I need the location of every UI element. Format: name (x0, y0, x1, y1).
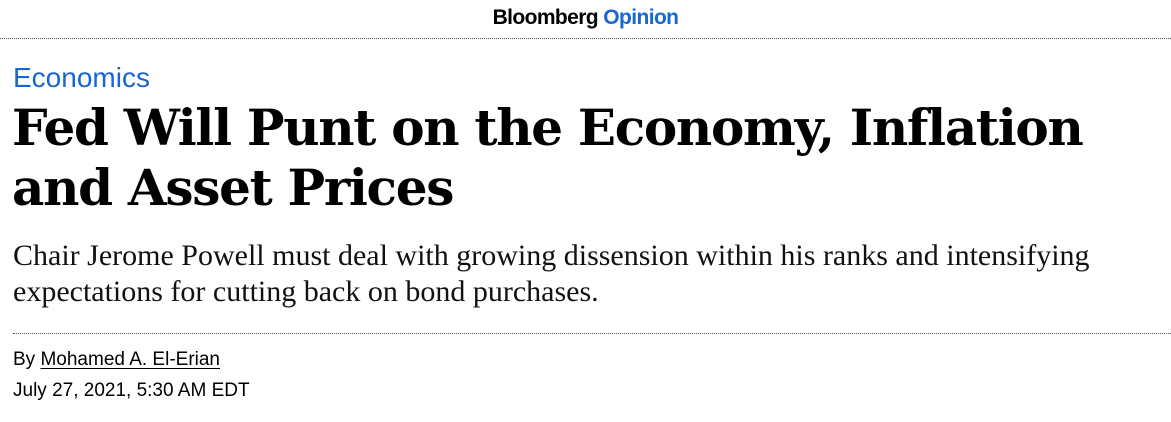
article-headline: Fed Will Punt on the Economy, Inflation … (12, 98, 1084, 217)
byline-prefix: By (13, 349, 36, 370)
logo-bloomberg: Bloomberg (492, 6, 599, 29)
divider (13, 333, 1171, 334)
publish-date: July 27, 2021, 5:30 AM EDT (13, 380, 250, 401)
article-summary: Chair Jerome Powell must deal with growi… (13, 239, 1090, 308)
byline: By Mohamed A. El-Erian (13, 347, 220, 373)
author-link[interactable]: Mohamed A. El-Erian (40, 349, 220, 370)
site-logo[interactable]: Bloomberg Opinion (0, 4, 1171, 32)
logo-opinion: Opinion (603, 6, 679, 29)
site-header: Bloomberg Opinion (0, 0, 1171, 39)
category-link[interactable]: Economics (13, 62, 150, 93)
